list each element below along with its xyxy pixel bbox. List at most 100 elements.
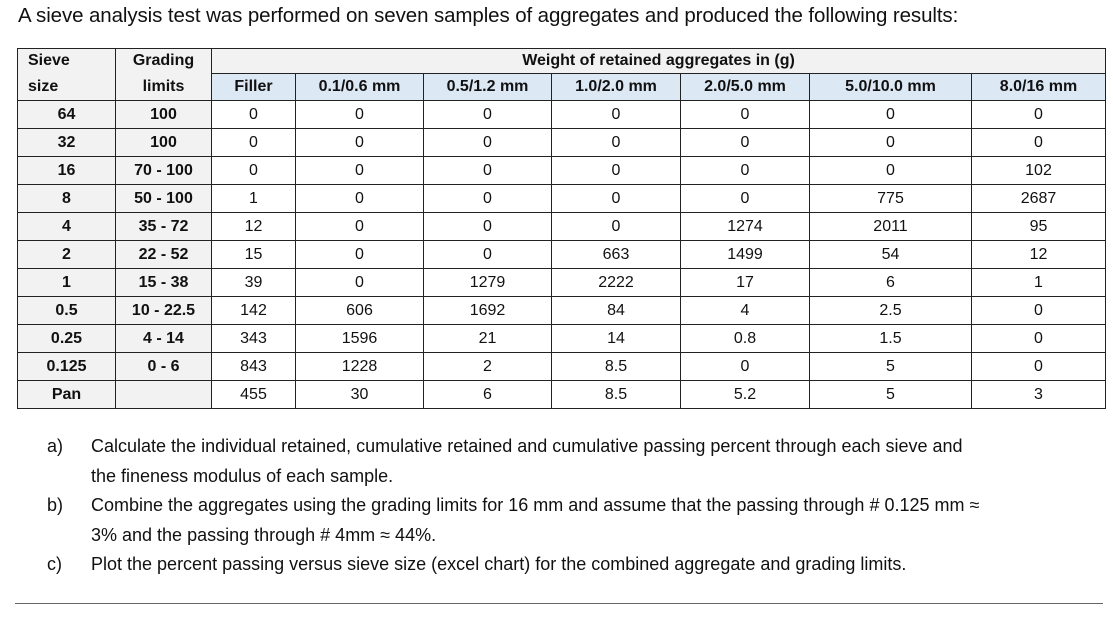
weight-cell: 6 <box>809 268 972 297</box>
weight-cell: 39 <box>211 268 296 297</box>
grading-limits-cell: 50 - 100 <box>115 184 212 213</box>
weight-cell: 2222 <box>551 268 681 297</box>
grading-limits-cell: 10 - 22.5 <box>115 296 212 325</box>
table-row: Pan 455 30 6 8.5 5.2 5 3 <box>17 380 1106 409</box>
question-line: 3% and the passing through # 4mm ≈ 44%. <box>91 524 437 545</box>
weight-cell: 0 <box>551 128 681 157</box>
weight-cell: 54 <box>809 240 972 269</box>
weight-cell: 0 <box>551 100 681 129</box>
table-row: 4 35 - 72 12 0 0 0 1274 2011 95 <box>17 212 1106 241</box>
weight-cell: 0 <box>809 100 972 129</box>
grading-limits-cell: 4 - 14 <box>115 324 212 353</box>
question-c: c) Plot the percent passing versus sieve… <box>47 550 1087 580</box>
weight-cell: 2 <box>423 352 552 381</box>
weight-cell: 95 <box>971 212 1106 241</box>
weight-cell: 0 <box>971 128 1106 157</box>
weight-cell: 2.5 <box>809 296 972 325</box>
weight-cell: 0 <box>971 100 1106 129</box>
weight-cell: 0 <box>423 128 552 157</box>
header-col-1.0-2.0: 1.0/2.0 mm <box>551 73 681 101</box>
weight-cell: 0 <box>423 100 552 129</box>
weight-cell: 0 <box>551 156 681 185</box>
question-list: a) Calculate the individual retained, cu… <box>47 432 1087 580</box>
header-col-5.0-10.0: 5.0/10.0 mm <box>809 73 972 101</box>
sieve-size-cell: 8 <box>17 184 116 213</box>
grading-limits-cell: 35 - 72 <box>115 212 212 241</box>
weight-cell: 0 <box>295 128 424 157</box>
table-row: 0.25 4 - 14 343 1596 21 14 0.8 1.5 0 <box>17 324 1106 353</box>
weight-cell: 663 <box>551 240 681 269</box>
sieve-size-cell: 16 <box>17 156 116 185</box>
header-col-0.1-0.6: 0.1/0.6 mm <box>295 73 424 101</box>
weight-cell: 0 <box>295 212 424 241</box>
weight-cell: 0 <box>211 156 296 185</box>
weight-cell: 343 <box>211 324 296 353</box>
weight-cell: 84 <box>551 296 681 325</box>
sieve-size-cell: 1 <box>17 268 116 297</box>
weight-cell: 1279 <box>423 268 552 297</box>
weight-cell: 0 <box>971 352 1106 381</box>
weight-cell: 17 <box>680 268 810 297</box>
header-col-2.0-5.0: 2.0/5.0 mm <box>680 73 810 101</box>
table-row: 64 100 0 0 0 0 0 0 0 <box>17 100 1106 129</box>
bottom-divider <box>15 603 1103 604</box>
grading-limits-cell <box>115 380 212 409</box>
question-line: Combine the aggregates using the grading… <box>91 495 980 515</box>
header-col-8.0-16: 8.0/16 mm <box>971 73 1106 101</box>
weight-cell: 14 <box>551 324 681 353</box>
sieve-size-cell: 0.25 <box>17 324 116 353</box>
weight-cell: 2011 <box>809 212 972 241</box>
question-label: b) <box>47 495 64 515</box>
sieve-size-cell: 64 <box>17 100 116 129</box>
weight-cell: 606 <box>295 296 424 325</box>
weight-cell: 5 <box>809 380 972 409</box>
weight-cell: 0 <box>680 184 810 213</box>
weight-cell: 142 <box>211 296 296 325</box>
question-line: Plot the percent passing versus sieve si… <box>91 554 907 574</box>
weight-cell: 0 <box>211 128 296 157</box>
weight-cell: 15 <box>211 240 296 269</box>
sieve-analysis-table: Sieve Grading Weight of retained aggrega… <box>17 48 1106 409</box>
table-row: 8 50 - 100 1 0 0 0 0 775 2687 <box>17 184 1106 213</box>
weight-cell: 0 <box>680 352 810 381</box>
grading-limits-cell: 15 - 38 <box>115 268 212 297</box>
header-sieve-line2: size <box>17 73 116 101</box>
weight-cell: 0 <box>423 240 552 269</box>
grading-limits-cell: 100 <box>115 100 212 129</box>
sieve-size-cell: 32 <box>17 128 116 157</box>
header-sieve-line1: Sieve <box>17 48 116 74</box>
sieve-size-cell: 4 <box>17 212 116 241</box>
grading-limits-cell: 70 - 100 <box>115 156 212 185</box>
header-col-filler: Filler <box>211 73 296 101</box>
weight-cell: 0 <box>423 212 552 241</box>
weight-cell: 6 <box>423 380 552 409</box>
weight-cell: 1596 <box>295 324 424 353</box>
weight-cell: 0 <box>680 156 810 185</box>
table-row: 1 15 - 38 39 0 1279 2222 17 6 1 <box>17 268 1106 297</box>
weight-cell: 0 <box>295 184 424 213</box>
weight-cell: 0 <box>809 156 972 185</box>
weight-cell: 4 <box>680 296 810 325</box>
weight-cell: 455 <box>211 380 296 409</box>
weight-cell: 0 <box>295 156 424 185</box>
question-a: a) Calculate the individual retained, cu… <box>47 432 1087 491</box>
sieve-size-cell: 0.5 <box>17 296 116 325</box>
weight-cell: 0 <box>423 184 552 213</box>
weight-cell: 1499 <box>680 240 810 269</box>
weight-cell: 0 <box>971 324 1106 353</box>
table-row: 16 70 - 100 0 0 0 0 0 0 102 <box>17 156 1106 185</box>
table-row: 2 22 - 52 15 0 0 663 1499 54 12 <box>17 240 1106 269</box>
weight-cell: 0 <box>680 100 810 129</box>
weight-cell: 5 <box>809 352 972 381</box>
weight-cell: 3 <box>971 380 1106 409</box>
weight-cell: 8.5 <box>551 352 681 381</box>
sieve-size-cell: Pan <box>17 380 116 409</box>
weight-cell: 1 <box>211 184 296 213</box>
weight-cell: 1 <box>971 268 1106 297</box>
weight-cell: 0 <box>295 240 424 269</box>
question-b: b) Combine the aggregates using the grad… <box>47 491 1087 550</box>
weight-cell: 0 <box>680 128 810 157</box>
weight-cell: 12 <box>211 212 296 241</box>
grading-limits-cell: 22 - 52 <box>115 240 212 269</box>
weight-cell: 8.5 <box>551 380 681 409</box>
